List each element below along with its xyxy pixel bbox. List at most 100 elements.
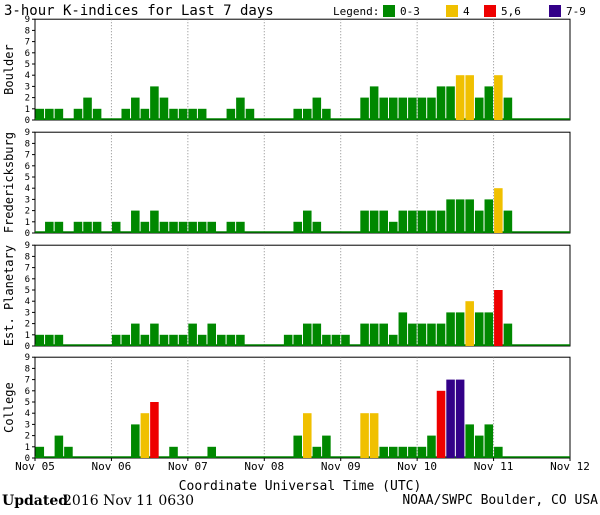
kindex-bar [331, 334, 341, 346]
updated-label: Updated [2, 493, 68, 509]
legend-item-label: 0-3 [400, 5, 420, 18]
kindex-bar [111, 334, 121, 346]
legend-item-label: 5,6 [501, 5, 521, 18]
kindex-bar [398, 446, 408, 458]
kindex-bar [73, 221, 83, 233]
kindex-bar [465, 75, 474, 120]
kindex-bar [283, 334, 293, 346]
series-label: Boulder [2, 44, 16, 95]
kindex-bar [446, 199, 455, 233]
kindex-bar [236, 97, 245, 120]
kindex-bar [150, 86, 159, 120]
kindex-bar [312, 221, 322, 233]
kindex-bar [474, 97, 484, 120]
legend-item-label: 7-9 [566, 5, 586, 18]
x-tick-label: Nov 07 [168, 460, 208, 473]
kindex-bar [427, 97, 436, 120]
y-tick-label: 7 [25, 151, 30, 161]
kindex-bar [83, 221, 92, 233]
kindex-bar [446, 312, 455, 346]
kindex-bar [379, 210, 388, 233]
kindex-bar [293, 221, 302, 233]
legend-swatch [549, 5, 561, 17]
kindex-bar [236, 221, 245, 233]
kindex-bar [159, 334, 169, 346]
kindex-bar [92, 221, 102, 233]
y-tick-label: 7 [25, 376, 30, 386]
kindex-bar [360, 323, 369, 346]
y-tick-label: 3 [25, 420, 30, 430]
kindex-bar [455, 379, 465, 458]
x-tick-label: Nov 12 [550, 460, 590, 473]
y-tick-label: 1 [25, 443, 30, 453]
kindex-bar [312, 97, 322, 120]
kindex-bar [54, 334, 64, 346]
y-tick-label: 3 [25, 195, 30, 205]
y-tick-label: 4 [25, 71, 30, 81]
chart-title: 3-hour K-indices for Last 7 days [4, 3, 274, 19]
kindex-bar [465, 424, 474, 458]
kindex-bar [341, 334, 350, 346]
y-tick-label: 2 [25, 207, 30, 217]
y-tick-label: 0 [25, 229, 30, 239]
kindex-bar [398, 312, 408, 346]
kindex-bar [427, 435, 436, 458]
kindex-bar [207, 446, 217, 458]
y-tick-label: 5 [25, 398, 30, 408]
kindex-bar [245, 108, 255, 120]
kindex-bar [207, 221, 217, 233]
y-tick-label: 6 [25, 49, 30, 59]
updated-value: 2016 Nov 11 0630 [63, 493, 194, 509]
kindex-bar [436, 390, 446, 458]
kindex-bar [45, 334, 54, 346]
kindex-bar [360, 413, 369, 458]
x-tick-label: Nov 10 [397, 460, 437, 473]
y-tick-label: 7 [25, 38, 30, 48]
kindex-bar [408, 323, 417, 346]
kindex-bar [369, 210, 379, 233]
kindex-bar [388, 334, 398, 346]
kindex-bar [169, 221, 178, 233]
y-tick-label: 8 [25, 364, 30, 374]
y-tick-label: 8 [25, 252, 30, 262]
y-tick-label: 2 [25, 432, 30, 442]
x-tick-label: Nov 11 [474, 460, 514, 473]
kindex-bar [494, 75, 503, 120]
kindex-bar [226, 108, 236, 120]
kindex-bar [54, 221, 64, 233]
kindex-bar [197, 334, 207, 346]
kindex-bar [303, 323, 312, 346]
kindex-bar [436, 210, 446, 233]
source-credit: NOAA/SWPC Boulder, CO USA [402, 493, 598, 508]
kindex-bar [35, 108, 45, 120]
panels: 0123456789Boulder0123456789Fredericksbur… [2, 15, 571, 464]
kindex-bar [131, 97, 140, 120]
legend-item-label: 4 [463, 5, 470, 18]
kindex-bar [465, 301, 474, 346]
kindex-bar [484, 86, 494, 120]
kindex-bar [312, 446, 322, 458]
y-tick-label: 4 [25, 297, 30, 307]
kindex-bar [140, 413, 150, 458]
kindex-bar [417, 97, 427, 120]
series-label: Fredericksburg [2, 132, 16, 233]
y-tick-label: 9 [25, 128, 30, 138]
kindex-bar [111, 221, 121, 233]
kindex-bar [455, 199, 465, 233]
y-tick-label: 2 [25, 94, 30, 104]
kindex-bar [293, 108, 302, 120]
kindex-bar [35, 334, 45, 346]
kindex-bar [474, 210, 484, 233]
kindex-bar [35, 446, 45, 458]
kindex-bar [293, 435, 302, 458]
y-tick-label: 0 [25, 116, 30, 126]
kindex-bar [369, 323, 379, 346]
kindex-bar [150, 210, 159, 233]
y-tick-label: 6 [25, 162, 30, 172]
kindex-bar [226, 334, 236, 346]
kindex-bar [379, 446, 388, 458]
y-tick-label: 5 [25, 286, 30, 296]
kindex-bar [83, 97, 92, 120]
